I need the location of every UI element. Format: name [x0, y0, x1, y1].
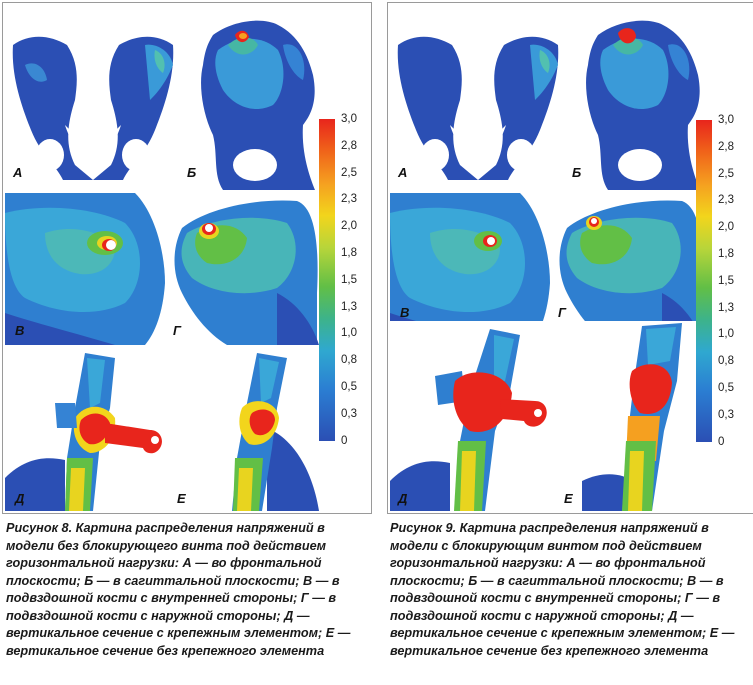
caption-text: Картина распределения напряжений в модел… — [6, 521, 351, 658]
iliac-inner-view — [5, 193, 165, 345]
caption-figure-9: Рисунок 9. Картина распределения напряже… — [390, 520, 753, 660]
section-without-fixation — [232, 353, 319, 511]
scale-tick: 1,0 — [718, 328, 734, 341]
caption-title: Рисунок 9. — [390, 521, 457, 535]
panel-label-b: Б — [572, 165, 582, 180]
scale-tick: 0 — [341, 434, 348, 447]
panel-label-a: А — [398, 165, 408, 180]
scale-tick: 0,3 — [718, 408, 734, 421]
panel-e: Е — [167, 348, 319, 511]
caption-title: Рисунок 8. — [6, 521, 73, 535]
panel-v: В — [5, 193, 165, 345]
scale-tick: 2,0 — [718, 221, 734, 234]
section-without-fixation — [582, 323, 682, 511]
scale-tick: 2,5 — [718, 167, 734, 180]
scale-tick: 1,5 — [718, 274, 734, 287]
figure-8: А Б В — [2, 2, 372, 514]
iliac-outer-view — [174, 200, 319, 345]
pelvis-sagittal-view — [586, 20, 700, 190]
panel-a: А — [390, 5, 566, 190]
pelvis-sagittal-view — [201, 20, 315, 190]
scale-tick: 3,0 — [718, 114, 734, 126]
pelvis-frontal-view — [12, 36, 174, 180]
panel-label-d: Д — [15, 491, 25, 506]
scale-tick: 0,8 — [718, 355, 734, 368]
scale-tick: 2,3 — [718, 194, 734, 207]
color-scale-bar — [319, 119, 335, 441]
scale-tick: 1,0 — [341, 327, 357, 340]
panel-label-a: А — [13, 165, 23, 180]
panel-label-d: Д — [398, 491, 408, 506]
scale-tick: 2,0 — [341, 220, 357, 233]
scale-tick: 0,5 — [341, 381, 357, 393]
color-scale-ticks: 3,0 2,8 2,5 2,3 2,0 1,8 1,5 1,3 1,0 0,8 … — [341, 113, 381, 447]
section-with-fixation — [390, 329, 547, 511]
scale-tick: 3,0 — [341, 113, 357, 125]
section-with-fixation — [5, 353, 162, 511]
scale-tick: 0,8 — [341, 354, 357, 367]
panel-label-g: Г — [173, 323, 181, 338]
caption-text: Картина распределения напряжений в модел… — [390, 521, 735, 658]
panel-label-v: В — [400, 305, 410, 320]
caption-figure-8: Рисунок 8. Картина распределения напряже… — [6, 520, 376, 660]
scale-tick: 2,5 — [341, 166, 357, 179]
panel-label-e: Е — [177, 491, 186, 506]
panel-g: Г — [552, 193, 704, 345]
panel-d: Д — [390, 321, 550, 511]
panel-label-g: Г — [558, 305, 566, 320]
panel-label-b: Б — [187, 165, 197, 180]
pelvis-frontal-view — [397, 36, 559, 180]
color-scale-bar — [696, 120, 712, 442]
color-scale-ticks: 3,0 2,8 2,5 2,3 2,0 1,8 1,5 1,3 1,0 0,8 … — [718, 114, 753, 448]
scale-tick: 0 — [718, 435, 725, 448]
panel-d: Д — [5, 348, 165, 511]
panel-b: Б — [568, 5, 704, 190]
scale-tick: 2,8 — [718, 140, 734, 153]
panel-v: В — [390, 193, 550, 345]
scale-tick: 1,8 — [341, 247, 357, 259]
panel-a: А — [5, 5, 181, 190]
figure-9: А Б В — [387, 2, 753, 514]
panel-e: Е — [552, 321, 704, 511]
iliac-outer-view — [559, 200, 704, 345]
scale-tick: 1,3 — [718, 301, 734, 314]
scale-tick: 1,5 — [341, 273, 357, 286]
scale-tick: 0,5 — [718, 382, 734, 394]
scale-tick: 0,3 — [341, 407, 357, 420]
panel-b: Б — [183, 5, 319, 190]
scale-tick: 2,3 — [341, 193, 357, 206]
scale-tick: 2,8 — [341, 139, 357, 152]
panel-label-e: Е — [564, 491, 573, 506]
panel-g: Г — [167, 193, 319, 345]
scale-tick: 1,3 — [341, 300, 357, 313]
scale-tick: 1,8 — [718, 248, 734, 260]
panel-label-v: В — [15, 323, 25, 338]
